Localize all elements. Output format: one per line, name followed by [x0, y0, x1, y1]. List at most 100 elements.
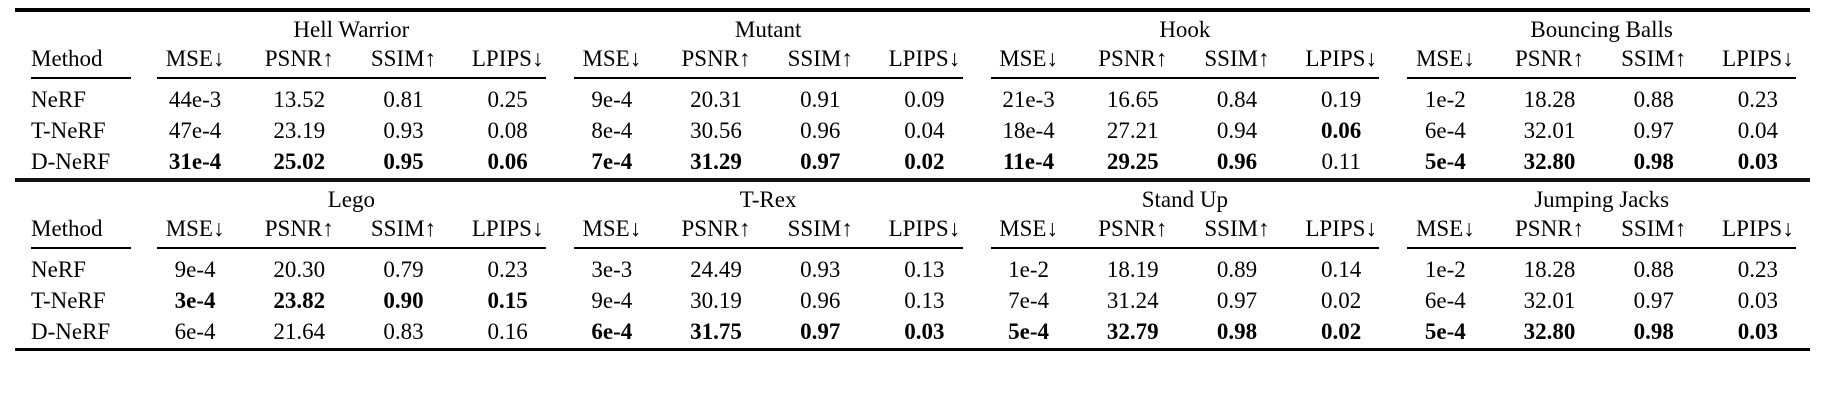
- metric-value: 0.06: [1321, 118, 1362, 143]
- metric-value: 0.93: [383, 118, 424, 143]
- metric-value: 1e-2: [1008, 257, 1050, 282]
- group-underline: [573, 247, 963, 249]
- metric-value: 0.88: [1633, 257, 1674, 282]
- metric-value: 0.15: [487, 288, 528, 313]
- metric-value: 23.82: [273, 288, 326, 313]
- metric-header: MSE↓: [999, 216, 1058, 241]
- metric-value: 0.03: [1737, 319, 1779, 344]
- header-underline-row: [15, 245, 1810, 255]
- method-underline: [31, 247, 131, 249]
- bottom-rule: [15, 348, 1810, 351]
- metric-value: 0.03: [1737, 288, 1779, 313]
- metric-value: 20.30: [273, 257, 326, 282]
- metric-value: 0.79: [383, 257, 424, 282]
- method-name: D-NeRF: [31, 319, 111, 344]
- metric-header-row: Method MSE↓ PSNR↑ SSIM↑ LPIPS↓ MSE↓ PSNR↑ SSIM↑…: [15, 44, 1810, 75]
- metric-value: 0.03: [904, 319, 945, 344]
- metric-header: MSE↓: [165, 216, 225, 241]
- metric-header: SSIM↑: [370, 46, 437, 71]
- group-underline: [1407, 77, 1796, 79]
- results-table-bottom: Lego T-Rex Stand Up Jumping Jacks Method MSE↓…: [15, 182, 1810, 348]
- metric-header: SSIM↑: [1621, 216, 1687, 241]
- metric-header-row: Method MSE↓ PSNR↑ SSIM↑ LPIPS↓ MSE↓ PSNR↑ SSIM↑…: [15, 214, 1810, 245]
- metric-value: 0.90: [383, 288, 424, 313]
- metric-value: 0.09: [904, 87, 945, 112]
- metric-value: 9e-4: [591, 87, 633, 112]
- metric-value: 21e-3: [1002, 87, 1055, 112]
- metric-value: 0.97: [1216, 288, 1258, 313]
- metric-value: 0.02: [1321, 288, 1362, 313]
- group-underline-cell: [560, 245, 977, 255]
- method-name: T-NeRF: [31, 118, 106, 143]
- metric-value: 1e-2: [1424, 87, 1466, 112]
- top-rule: [15, 8, 1810, 12]
- metric-header: PSNR↑: [264, 216, 334, 241]
- metric-header: LPIPS↓: [1722, 46, 1794, 71]
- group-underline-cell: [143, 75, 560, 85]
- group-underline-cell: [977, 245, 1394, 255]
- metric-value: 18.19: [1106, 257, 1159, 282]
- metric-value: 0.98: [1633, 319, 1674, 344]
- metric-value: 9e-4: [591, 288, 633, 313]
- group-underline-cell: [143, 245, 560, 255]
- method-name: D-NeRF: [31, 149, 111, 174]
- scene-title: Stand Up: [1141, 187, 1228, 212]
- table-row: T-NeRF 47e-4 23.19 0.93 0.08 8e-4 30.56 0.96 0.0…: [15, 116, 1810, 147]
- metric-value: 18.28: [1523, 257, 1576, 282]
- metric-value: 0.04: [904, 118, 945, 143]
- metric-header: PSNR↑: [681, 46, 751, 71]
- table-row: NeRF 44e-3 13.52 0.81 0.25 9e-4 20.31 0.91 0.09 2…: [15, 85, 1810, 116]
- middle-rule: [15, 178, 1810, 182]
- metric-header: MSE↓: [582, 46, 642, 71]
- metric-value: 21.64: [273, 319, 326, 344]
- metric-value: 0.97: [1633, 288, 1674, 313]
- metric-value: 8e-4: [591, 118, 633, 143]
- metric-value: 5e-4: [1424, 149, 1466, 174]
- metric-value: 29.25: [1106, 149, 1159, 174]
- metric-value: 32.01: [1523, 118, 1576, 143]
- metric-value: 0.14: [1321, 257, 1362, 282]
- group-underline: [157, 247, 546, 249]
- group-underline-cell: [560, 75, 977, 85]
- metric-header: LPIPS↓: [888, 46, 961, 71]
- metric-value: 0.11: [1321, 149, 1361, 174]
- metric-value: 0.97: [800, 319, 841, 344]
- metric-value: 0.96: [1216, 149, 1258, 174]
- group-underline: [157, 77, 546, 79]
- metric-value: 32.01: [1523, 288, 1576, 313]
- table-row: D-NeRF 31e-4 25.02 0.95 0.06 7e-4 31.29 0.97 0.0…: [15, 147, 1810, 178]
- metric-value: 20.31: [690, 87, 742, 112]
- metric-value: 0.84: [1216, 87, 1258, 112]
- metric-value: 6e-4: [1424, 118, 1466, 143]
- metric-value: 11e-4: [1003, 149, 1055, 174]
- metric-header: SSIM↑: [1621, 46, 1687, 71]
- metric-value: 0.23: [1737, 87, 1779, 112]
- metric-header: MSE↓: [1415, 216, 1475, 241]
- metric-value: 13.52: [273, 87, 326, 112]
- scene-title: Lego: [327, 187, 375, 212]
- metric-header: LPIPS↓: [1722, 216, 1794, 241]
- metric-header: LPIPS↓: [1305, 46, 1377, 71]
- metric-header: MSE↓: [165, 46, 225, 71]
- method-name: T-NeRF: [31, 288, 106, 313]
- metric-value: 3e-3: [591, 257, 633, 282]
- group-underline-cell: [1393, 75, 1810, 85]
- metric-value: 0.03: [1737, 149, 1779, 174]
- metric-header: SSIM↑: [787, 216, 853, 241]
- metric-value: 0.23: [1737, 257, 1779, 282]
- metric-value: 0.19: [1321, 87, 1362, 112]
- metric-value: 24.49: [690, 257, 742, 282]
- scene-title: Bouncing Balls: [1530, 17, 1673, 42]
- metric-header: SSIM↑: [370, 216, 437, 241]
- metric-header: LPIPS↓: [888, 216, 961, 241]
- metric-value: 0.16: [487, 319, 528, 344]
- metric-value: 16.65: [1106, 87, 1159, 112]
- metric-value: 5e-4: [1008, 319, 1050, 344]
- group-underline: [573, 77, 963, 79]
- group-underline: [1407, 247, 1796, 249]
- method-name: NeRF: [31, 257, 86, 282]
- metric-header: LPIPS↓: [471, 46, 544, 71]
- metric-value: 0.13: [904, 257, 945, 282]
- metric-value: 32.80: [1523, 319, 1576, 344]
- metric-value: 0.02: [1321, 319, 1362, 344]
